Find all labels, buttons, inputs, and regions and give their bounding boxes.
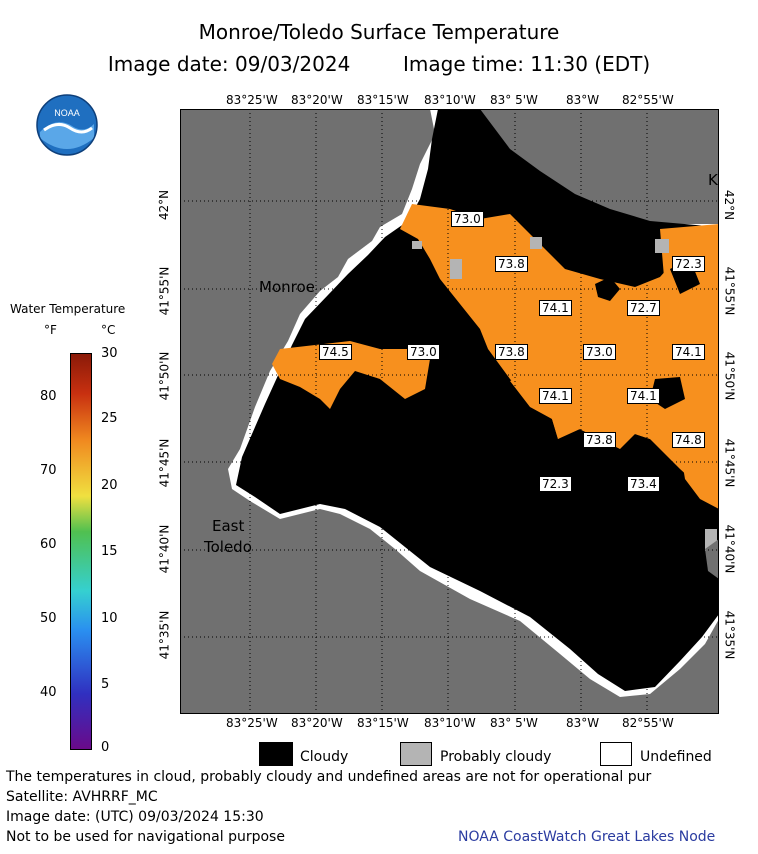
cloud-region [540, 449, 558, 469]
lat-label: 41°55'N [722, 266, 737, 316]
cloud-region [236, 109, 719, 691]
land-area [705, 539, 719, 579]
lon-label: 82°55'W [622, 93, 674, 107]
footer-nav-warning: Not to be used for navigational purpose [6, 829, 285, 845]
lon-label: 83°W [566, 716, 600, 730]
lat-label: 42°N [157, 189, 172, 221]
temp-label: 73.0 [451, 211, 484, 227]
temperature-map [180, 109, 719, 714]
prob-cloud-patch [530, 237, 542, 249]
lat-label: 42°N [722, 189, 737, 221]
lon-label: 83°W [566, 93, 600, 107]
lon-label: 83°10'W [424, 93, 476, 107]
lon-label: 83°25'W [226, 93, 278, 107]
key-cloudy-swatch [259, 742, 293, 766]
key-probably-cloudy-swatch [400, 742, 432, 766]
lon-label: 83°10'W [424, 716, 476, 730]
map-subtitle: Image date: 09/03/2024 Image time: 11:30… [0, 52, 758, 76]
temp-label: 74.5 [319, 344, 352, 360]
temp-label: 73.8 [495, 344, 528, 360]
temp-label: 74.1 [539, 388, 572, 404]
lon-label: 83°15'W [357, 93, 409, 107]
place-k: K [708, 171, 718, 189]
noaa-logo: NOAA [36, 94, 98, 156]
temp-label: 74.1 [627, 388, 660, 404]
temp-label: 72.3 [539, 476, 572, 492]
lon-label: 83° 5'W [490, 716, 538, 730]
place-monroe: Monroe [259, 278, 315, 296]
prob-cloud-patch [412, 241, 422, 249]
svg-text:NOAA: NOAA [54, 108, 80, 118]
lat-label: 41°40'N [722, 524, 737, 574]
place-east: East [212, 517, 245, 535]
lon-label: 83°20'W [291, 93, 343, 107]
water-region [272, 341, 430, 409]
key-cloudy-label: Cloudy [300, 749, 349, 765]
prob-cloud-patch [655, 239, 669, 253]
lon-label: 83° 5'W [490, 93, 538, 107]
temp-label: 72.3 [672, 256, 705, 272]
footer-utc-date: Image date: (UTC) 09/03/2024 15:30 [6, 809, 264, 825]
lon-label: 83°15'W [357, 716, 409, 730]
map-border [180, 109, 719, 714]
c-tick: 20 [101, 478, 118, 493]
f-tick: 40 [40, 685, 57, 700]
temp-label: 72.7 [627, 300, 660, 316]
lat-label: 41°50'N [722, 351, 737, 401]
lat-label: 41°45'N [722, 438, 737, 488]
temp-label: 73.0 [407, 344, 440, 360]
lat-label: 41°35'N [722, 610, 737, 660]
gridlines [180, 109, 719, 714]
c-tick: 30 [101, 346, 118, 361]
lon-label: 83°20'W [291, 716, 343, 730]
legend-title: Water Temperature [10, 302, 126, 316]
c-tick: 0 [101, 740, 110, 755]
footer-satellite: Satellite: AVHRRF_MC [6, 789, 158, 805]
lon-label: 83°25'W [226, 716, 278, 730]
water-region [510, 349, 680, 447]
temp-label: 73.8 [495, 256, 528, 272]
lat-label: 41°45'N [157, 438, 172, 488]
unit-f: °F [44, 323, 57, 337]
image-date: Image date: 09/03/2024 [107, 52, 351, 76]
temp-label: 73.0 [583, 344, 616, 360]
lat-label: 41°40'N [157, 524, 172, 574]
place-toledo: Toledo [204, 538, 252, 556]
lat-label: 41°35'N [157, 610, 172, 660]
image-time: Image time: 11:30 (EDT) [403, 52, 651, 76]
map-title: Monroe/Toledo Surface Temperature [198, 20, 560, 44]
c-tick: 5 [101, 677, 110, 692]
f-tick: 80 [40, 389, 57, 404]
cloud-region [595, 277, 620, 301]
f-tick: 70 [40, 463, 57, 478]
temp-label: 74.8 [672, 432, 705, 448]
key-probably-cloudy-label: Probably cloudy [440, 749, 552, 765]
key-undefined-label: Undefined [640, 749, 712, 765]
c-tick: 15 [101, 544, 118, 559]
c-tick: 25 [101, 411, 118, 426]
lon-label: 82°55'W [622, 716, 674, 730]
lat-label: 41°50'N [157, 351, 172, 401]
c-tick: 10 [101, 611, 118, 626]
f-tick: 50 [40, 611, 57, 626]
lat-label: 41°55'N [157, 266, 172, 316]
temp-label: 74.1 [539, 300, 572, 316]
temp-label: 73.8 [583, 432, 616, 448]
key-undefined-swatch [600, 742, 632, 766]
temp-label: 73.4 [627, 476, 660, 492]
temp-label: 74.1 [672, 344, 705, 360]
prob-cloud-patch [450, 259, 462, 279]
unit-c: °C [101, 323, 116, 337]
footer-disclaimer: The temperatures in cloud, probably clou… [6, 769, 652, 785]
footer-credit: NOAA CoastWatch Great Lakes Node [458, 829, 716, 845]
f-tick: 60 [40, 537, 57, 552]
color-scale-bar [70, 353, 92, 750]
